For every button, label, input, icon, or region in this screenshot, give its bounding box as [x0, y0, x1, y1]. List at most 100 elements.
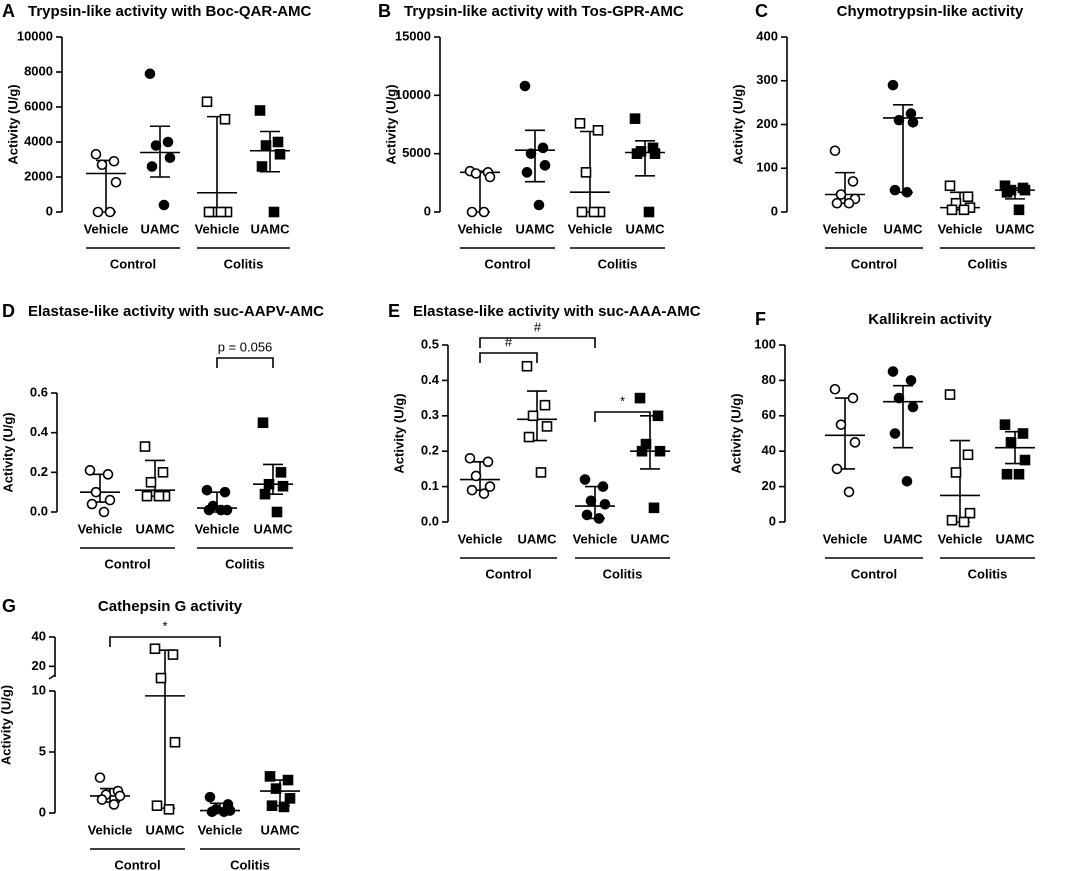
y-tick-label: 5	[39, 743, 46, 758]
data-point	[1001, 187, 1013, 198]
group-label: Control	[851, 566, 897, 581]
data-point	[271, 506, 283, 518]
y-tick-label: 0.4	[30, 424, 49, 439]
y-axis-label: Activity (U/g)	[391, 393, 406, 473]
data-point	[521, 167, 533, 178]
data-point	[946, 204, 958, 216]
y-tick-label: 0	[46, 203, 53, 218]
data-point	[599, 498, 611, 510]
y-tick-label: 0.6	[30, 384, 48, 399]
x-tick-label: UAMC	[884, 221, 924, 236]
data-point	[219, 113, 231, 125]
data-point	[831, 463, 843, 475]
data-point	[110, 176, 122, 188]
data-point	[592, 125, 604, 136]
group-label: Control	[114, 857, 160, 871]
x-tick-label: UAMC	[251, 221, 291, 236]
x-tick-label: UAMC	[261, 822, 301, 837]
y-tick-label: 0.1	[421, 478, 439, 493]
y-axis-label: Activity (U/g)	[730, 84, 745, 164]
data-point	[257, 417, 269, 429]
x-tick-label: Vehicle	[938, 531, 983, 546]
x-tick-label: Vehicle	[568, 221, 613, 236]
x-tick-label: UAMC	[146, 822, 186, 837]
data-point	[634, 392, 646, 404]
significance-bracket	[216, 357, 274, 368]
data-point	[521, 360, 533, 372]
data-point	[150, 140, 162, 151]
y-tick-label: 0	[769, 513, 776, 528]
data-point	[203, 504, 215, 516]
data-point	[275, 467, 287, 478]
data-point	[201, 484, 213, 496]
data-point	[829, 383, 841, 395]
data-point	[215, 206, 227, 218]
y-axis-label: Activity (U/g)	[0, 412, 15, 492]
data-point	[962, 191, 974, 202]
data-point	[636, 445, 648, 457]
data-point	[893, 114, 905, 126]
data-point	[264, 771, 276, 782]
data-point	[907, 401, 919, 413]
y-tick-label: 0.4	[421, 372, 440, 387]
y-tick-label: 8000	[24, 63, 53, 78]
data-point	[631, 148, 643, 159]
data-point	[629, 113, 641, 124]
data-point	[274, 148, 286, 160]
data-point	[901, 475, 913, 487]
y-tick-label: 0.0	[421, 513, 439, 528]
data-point	[149, 643, 161, 655]
data-point	[950, 467, 962, 478]
data-point	[847, 392, 859, 404]
x-tick-label: Vehicle	[458, 531, 503, 546]
data-point	[162, 136, 174, 148]
x-tick-label: Vehicle	[938, 221, 983, 236]
data-point	[652, 410, 664, 422]
y-tick-label: 20	[762, 478, 776, 493]
panel-letter: D	[2, 301, 15, 321]
data-point	[593, 513, 605, 524]
data-point	[260, 140, 272, 151]
data-point	[654, 445, 666, 457]
data-point	[574, 118, 586, 129]
data-point	[268, 206, 280, 218]
data-point	[272, 136, 284, 148]
x-tick-label: UAMC	[141, 221, 181, 236]
data-point	[1019, 184, 1031, 196]
data-point	[1013, 468, 1025, 480]
data-point	[94, 772, 106, 783]
y-tick-label: 0.2	[421, 443, 439, 458]
y-tick-label: 0.2	[30, 464, 48, 479]
data-point	[157, 467, 169, 478]
data-point	[102, 469, 114, 480]
data-point	[523, 431, 535, 443]
panel-letter: E	[388, 301, 400, 321]
y-tick-label: 0	[771, 203, 778, 218]
x-tick-label: UAMC	[516, 221, 556, 236]
data-point	[581, 509, 593, 521]
y-tick-label: 0.3	[421, 407, 439, 422]
significance-bracket	[109, 636, 221, 647]
data-point	[96, 159, 108, 171]
data-point	[219, 486, 231, 498]
y-tick-label: 6000	[24, 98, 53, 113]
x-tick-label: UAMC	[631, 531, 671, 546]
data-point	[104, 494, 116, 506]
data-point	[108, 155, 120, 167]
group-label: Colitis	[968, 256, 1008, 271]
data-point	[277, 480, 289, 492]
y-tick-label: 40	[32, 628, 46, 643]
data-point	[905, 108, 917, 119]
data-point	[889, 428, 901, 439]
data-point	[946, 514, 958, 526]
panel-title: Chymotrypsin-like activity	[837, 3, 1024, 20]
data-point	[1013, 204, 1025, 216]
x-tick-label: Vehicle	[823, 221, 868, 236]
y-tick-label: 4000	[24, 133, 53, 148]
data-point	[835, 189, 847, 200]
significance-label: *	[162, 618, 167, 633]
panel-letter: A	[2, 1, 15, 21]
data-point	[999, 419, 1011, 430]
group-label: Control	[484, 256, 530, 271]
